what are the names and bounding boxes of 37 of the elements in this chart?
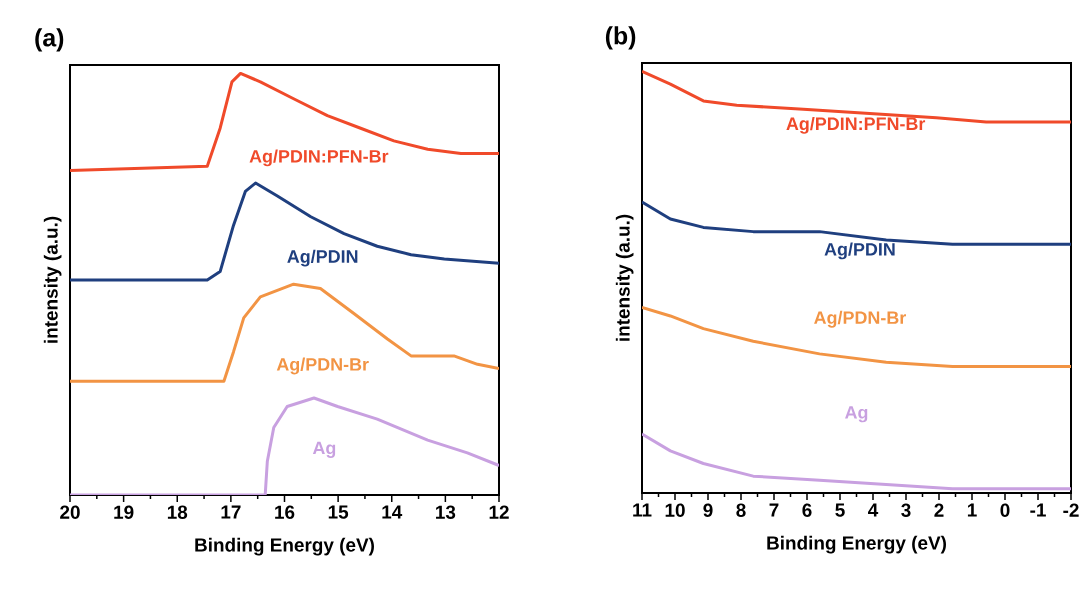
x-tick-label: 5 [835,503,845,517]
x-tick-label: 1 [967,503,977,517]
series-label: Ag/PDN-Br [814,310,906,328]
series-label: Ag/PDIN:PFN-Br [786,116,926,134]
x-tick-label: 14 [382,505,403,519]
series-label: Ag/PDN-Br [276,357,369,375]
x-tick-label: -2 [1063,503,1079,517]
series-label: Ag/PDIN [287,249,358,267]
y-axis-title: intensity (a.u.) [615,214,634,341]
x-tick-label: 7 [769,503,779,517]
x-tick-label: 13 [436,505,456,519]
text: Ag [845,406,868,423]
series-label: Ag [312,441,336,458]
x-tick-label: 8 [736,503,746,517]
chart-title: (a) [35,28,64,52]
x-tick-label: 15 [328,505,349,519]
y-axis-title: intensity (a.u.) [43,216,62,343]
x-tick-label: 17 [221,505,241,519]
x-tick-label: 2 [934,503,944,517]
x-tick-label: 19 [114,505,134,519]
series-label: Ag/PDIN [824,242,895,260]
x-tick-label: 9 [703,503,713,517]
x-axis-title: Binding Energy (eV) [767,535,946,554]
x-tick-label: 3 [901,503,911,517]
series-label: Ag/PDIN:PFN-Br [249,149,389,167]
x-tick-label: -1 [1030,503,1046,517]
x-tick-label: 20 [60,505,80,519]
x-tick-label: 16 [275,505,295,519]
x-tick-label: 12 [489,505,509,519]
x-tick-label: 6 [802,503,812,517]
x-tick-label: 11 [633,503,652,517]
x-tick-label: 18 [167,505,188,519]
x-tick-label: 0 [1000,503,1010,517]
x-tick-label: 4 [868,503,879,517]
x-tick-label: 10 [665,503,685,517]
chart-title: (b) [605,26,636,50]
x-axis-title: Binding Energy (eV) [195,537,374,556]
